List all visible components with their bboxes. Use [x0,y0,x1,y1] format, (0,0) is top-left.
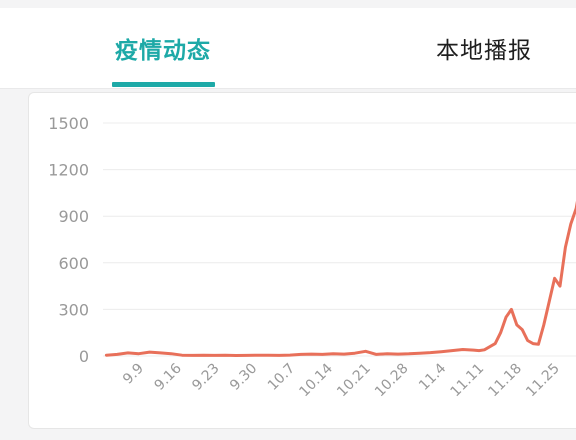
x-tick-label: 11.11 [448,361,488,401]
y-tick-label: 300 [58,300,89,319]
x-tick-label: 9.23 [189,361,222,394]
tab-bar: 疫情动态 本地播报 [0,8,576,89]
y-axis: 0 300 600 900 1200 1500 [48,114,89,366]
active-tab-indicator [112,82,215,87]
y-tick-label: 1500 [48,114,89,133]
x-tick-label: 10.28 [372,361,412,401]
y-tick-label: 1200 [48,161,89,180]
x-tick-label: 10.21 [334,361,374,401]
chart-card: 0 300 600 900 1200 1500 9.9 9.16 9.23 9.30 10.7 10… [28,92,576,429]
y-tick-label: 900 [58,207,89,226]
x-tick-label: 11.25 [523,361,563,401]
x-tick-label: 11.18 [485,361,525,401]
x-tick-label: 9.30 [227,361,260,394]
series-line [104,200,576,357]
x-tick-label: 9.16 [151,360,184,393]
tab-local-broadcast[interactable]: 本地播报 [436,38,532,64]
y-tick-label: 0 [79,347,89,366]
x-tick-label: 10.14 [296,360,336,400]
x-tick-label: 10.7 [265,361,298,394]
y-tick-label: 600 [58,254,89,273]
x-tick-label: 11.4 [416,360,449,393]
tab-epidemic-dynamics[interactable]: 疫情动态 [115,38,211,64]
x-tick-label: 9.9 [120,361,147,388]
grid-layer [103,122,576,357]
